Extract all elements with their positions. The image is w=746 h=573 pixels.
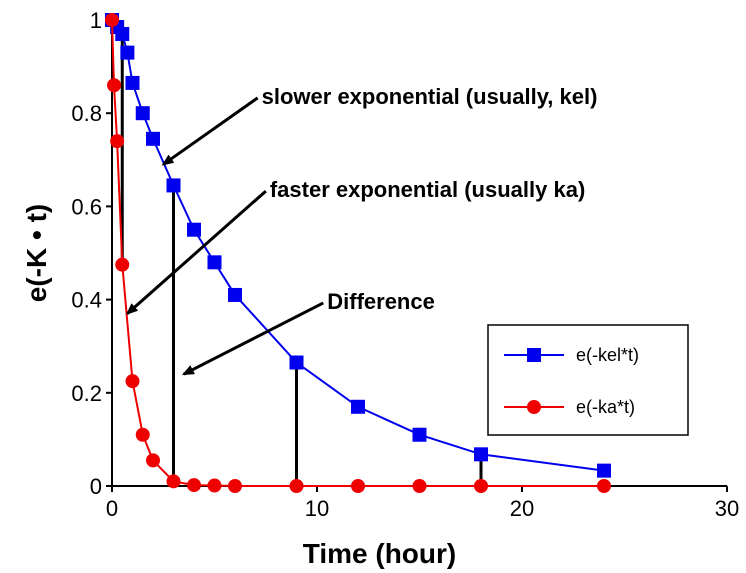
x-tick-label: 30 bbox=[715, 496, 739, 521]
y-tick-label: 0 bbox=[90, 474, 102, 499]
series-2 bbox=[105, 13, 611, 493]
data-point bbox=[105, 13, 119, 27]
annotation-arrow-faster bbox=[125, 189, 267, 315]
data-point bbox=[228, 479, 242, 493]
legend-label: e(-ka*t) bbox=[576, 397, 635, 417]
data-point bbox=[115, 26, 130, 41]
data-point bbox=[289, 479, 304, 493]
data-point bbox=[207, 478, 222, 493]
x-tick-label: 0 bbox=[106, 496, 118, 521]
series-line bbox=[111, 19, 604, 487]
data-point bbox=[597, 479, 611, 493]
data-point bbox=[351, 479, 365, 493]
data-point bbox=[412, 427, 427, 442]
y-tick-label: 0.4 bbox=[71, 288, 102, 313]
legend-box bbox=[487, 324, 689, 436]
data-point bbox=[289, 355, 304, 370]
data-point bbox=[125, 75, 140, 90]
x-tick-label: 20 bbox=[510, 496, 534, 521]
data-point bbox=[597, 463, 611, 478]
data-point bbox=[412, 479, 427, 493]
data-point bbox=[107, 78, 122, 93]
data-point bbox=[120, 45, 135, 60]
data-point bbox=[135, 427, 150, 442]
data-point bbox=[135, 106, 150, 121]
legend-marker bbox=[527, 400, 541, 414]
annotation-arrow-slower bbox=[161, 96, 259, 166]
y-tick-label: 0.8 bbox=[71, 101, 102, 126]
data-point bbox=[187, 478, 201, 493]
y-axis-title: e(-K • t) bbox=[21, 204, 52, 302]
data-point bbox=[146, 453, 160, 468]
annotation-arrow-difference bbox=[181, 301, 324, 376]
data-point bbox=[474, 479, 488, 493]
x-tick-label: 10 bbox=[305, 496, 329, 521]
data-point bbox=[166, 474, 181, 489]
data-point bbox=[110, 134, 125, 149]
data-point bbox=[187, 222, 201, 237]
y-tick-label: 0.2 bbox=[71, 381, 102, 406]
series-line bbox=[111, 19, 605, 472]
y-tick-label: 1 bbox=[90, 8, 102, 33]
legend: e(-kel*t) e(-ka*t) bbox=[487, 324, 689, 436]
annotation-difference: Difference bbox=[327, 289, 435, 314]
legend-marker bbox=[527, 348, 541, 362]
data-point bbox=[474, 447, 488, 462]
legend-label: e(-kel*t) bbox=[576, 345, 639, 365]
data-point bbox=[146, 131, 160, 146]
x-axis-title: Time (hour) bbox=[303, 538, 456, 569]
data-point bbox=[207, 255, 222, 270]
data-point bbox=[351, 399, 365, 414]
annotation-faster: faster exponential (usually ka) bbox=[270, 177, 585, 202]
y-tick-label: 0.6 bbox=[71, 194, 102, 219]
data-point bbox=[115, 257, 130, 272]
data-point bbox=[228, 287, 242, 302]
data-point bbox=[166, 178, 181, 193]
data-point bbox=[125, 374, 140, 389]
annotation-slower: slower exponential (usually, kel) bbox=[262, 84, 598, 109]
